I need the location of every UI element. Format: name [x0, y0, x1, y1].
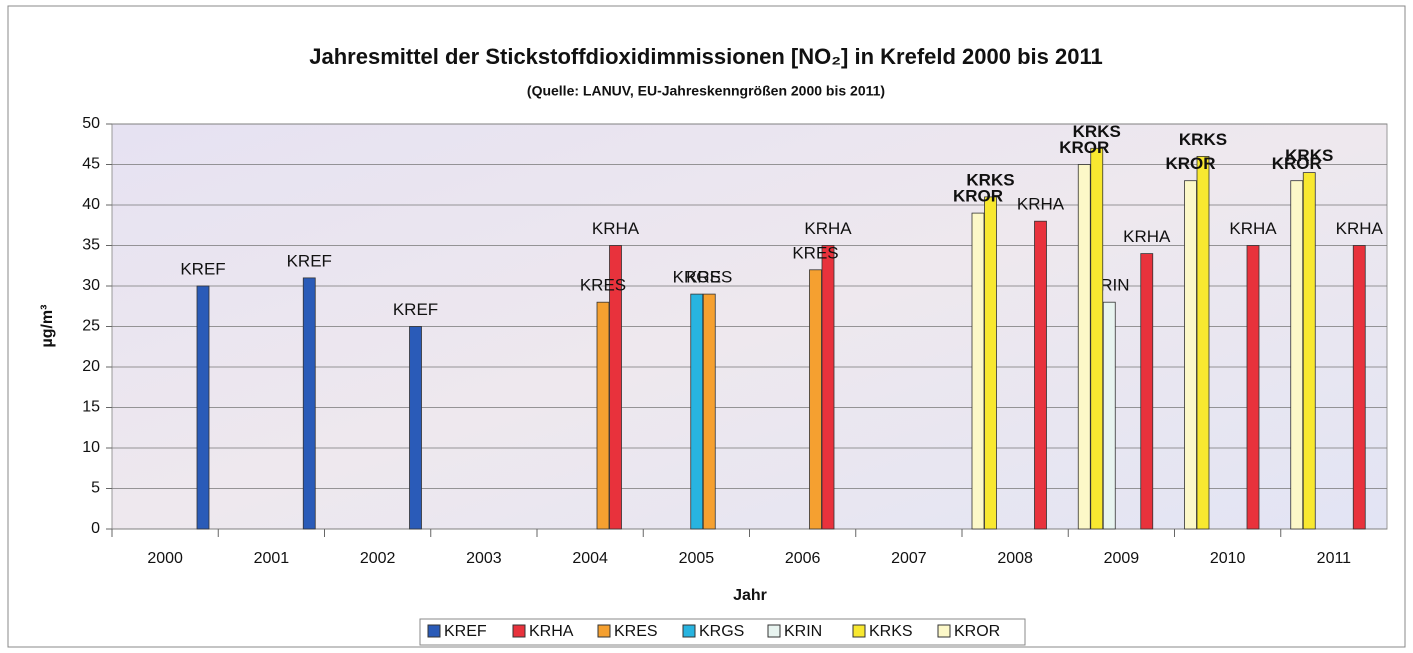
x-tick-label: 2004	[572, 550, 608, 567]
legend-swatch	[767, 624, 781, 638]
x-tick-label: 2006	[785, 550, 821, 567]
legend-swatch	[682, 624, 696, 638]
y-tick-label: 20	[82, 358, 100, 375]
legend-swatch	[512, 624, 526, 638]
x-tick-label: 2011	[1317, 550, 1352, 567]
legend-swatch	[597, 624, 611, 638]
bar	[596, 301, 610, 530]
bar	[302, 277, 316, 530]
x-tick-label: 2002	[360, 550, 396, 567]
legend-label: KREF	[444, 623, 487, 640]
y-tick-label: 10	[82, 439, 100, 456]
bar	[1077, 164, 1091, 530]
bar	[1246, 245, 1260, 530]
bar	[1102, 301, 1116, 530]
bar	[1352, 245, 1366, 530]
bar	[1140, 253, 1154, 530]
x-tick-label: 2008	[997, 550, 1033, 567]
x-tick-label: 2005	[679, 550, 715, 567]
data-label: KRKS	[966, 170, 1014, 189]
y-tick-label: 15	[82, 399, 100, 416]
legend-label: KRES	[614, 623, 658, 640]
y-tick-label: 5	[91, 480, 100, 497]
bar	[409, 326, 422, 530]
bar	[809, 269, 822, 530]
x-tick-label: 2000	[147, 550, 183, 567]
legend-label: KRIN	[784, 623, 822, 640]
legend-label: KRKS	[869, 623, 913, 640]
data-label: KRHA	[592, 219, 640, 238]
data-label: KROR	[1165, 154, 1215, 173]
data-label: KREF	[393, 300, 438, 319]
data-label: KRKS	[1285, 146, 1333, 165]
bar	[196, 285, 210, 530]
legend-swatch	[937, 624, 951, 638]
x-tick-label: 2003	[466, 550, 502, 567]
legend-swatch	[427, 624, 441, 638]
legend-label: KRHA	[529, 623, 574, 640]
data-label: KRHA	[1017, 195, 1065, 214]
data-label: KREF	[180, 259, 225, 278]
data-label: KRES	[792, 243, 838, 262]
legend-label: KRGS	[699, 623, 744, 640]
x-tick-label: 2010	[1210, 550, 1246, 567]
bar	[1090, 147, 1104, 530]
bar	[1184, 180, 1197, 530]
bar	[609, 245, 622, 530]
legend-swatch	[852, 624, 866, 638]
data-label: KRHA	[1229, 219, 1277, 238]
y-tick-label: 25	[82, 318, 100, 335]
data-label: KROR	[1059, 138, 1109, 157]
data-label: KRHA	[1123, 227, 1171, 246]
bar	[984, 196, 997, 530]
y-axis-label: µg/m³	[39, 305, 56, 348]
x-tick-label: 2007	[891, 550, 927, 567]
y-tick-label: 50	[82, 115, 100, 132]
data-label: KRKS	[1073, 122, 1121, 141]
bar	[971, 212, 985, 530]
data-label: KRHA	[804, 219, 852, 238]
bar	[702, 293, 716, 530]
x-axis-label: Jahr	[733, 587, 767, 604]
data-label: KRES	[686, 268, 732, 287]
y-tick-label: 35	[82, 237, 100, 254]
y-tick-label: 30	[82, 277, 100, 294]
bar	[1196, 155, 1210, 530]
data-label: KRES	[580, 276, 626, 295]
bar	[1290, 180, 1304, 530]
data-label: KRHA	[1336, 219, 1384, 238]
chart-subtitle: (Quelle: LANUV, EU-Jahreskenngrößen 2000…	[527, 83, 885, 99]
data-label: KREF	[287, 251, 332, 270]
x-tick-label: 2001	[254, 550, 290, 567]
legend-label: KROR	[954, 623, 1000, 640]
y-tick-label: 40	[82, 196, 100, 213]
x-tick-label: 2009	[1104, 550, 1140, 567]
y-tick-label: 45	[82, 156, 100, 173]
chart-title: Jahresmittel der Stickstoffdioxidimmissi…	[309, 44, 1102, 69]
data-label: KROR	[1272, 154, 1322, 173]
data-label: KROR	[953, 187, 1003, 206]
data-label: KRGS	[673, 268, 721, 287]
bar	[690, 293, 704, 530]
y-tick-label: 0	[91, 520, 100, 537]
bar	[1302, 172, 1316, 530]
bar	[821, 245, 835, 530]
data-label: KRKS	[1179, 130, 1227, 149]
bar	[1034, 220, 1047, 530]
